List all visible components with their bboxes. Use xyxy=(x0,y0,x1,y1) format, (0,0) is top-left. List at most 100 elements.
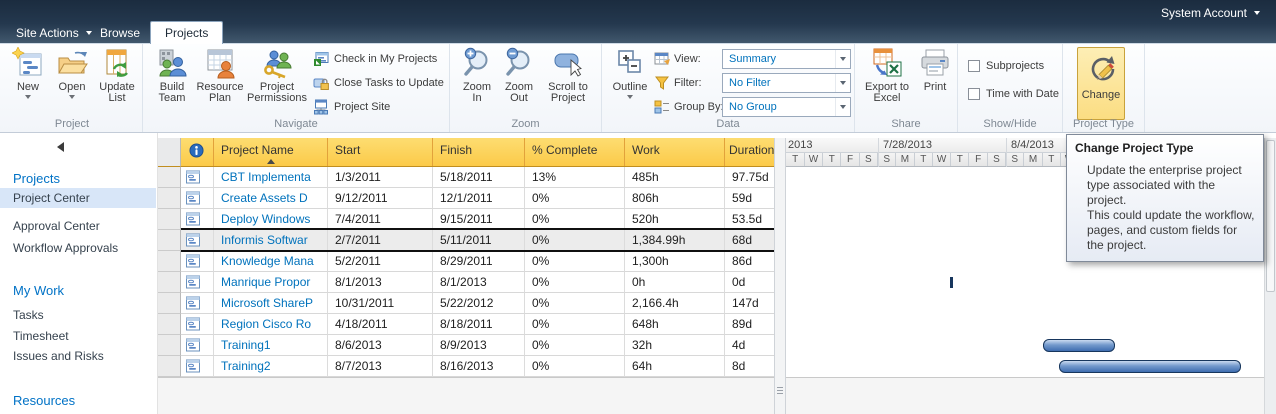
table-row[interactable]: Informis Softwar 2/7/2011 5/11/2011 0% 1,384… xyxy=(181,230,774,251)
grid-gantt-splitter[interactable] xyxy=(774,138,786,414)
cell-start[interactable]: 1/3/2011 xyxy=(328,167,433,188)
cell-start[interactable]: 8/1/2013 xyxy=(328,272,433,293)
cell-pct[interactable]: 0% xyxy=(525,230,625,251)
cell-name[interactable]: Informis Softwar xyxy=(214,230,328,251)
print-button[interactable]: Print xyxy=(917,47,953,93)
new-button[interactable]: New xyxy=(8,46,48,99)
resource-plan-button[interactable]: Resource Plan xyxy=(195,47,245,104)
cell-work[interactable]: 1,300h xyxy=(625,251,725,272)
filter-select[interactable]: No Filter xyxy=(722,73,851,93)
build-team-button[interactable]: Build Team xyxy=(151,47,193,104)
gantt-task-bar[interactable] xyxy=(1043,339,1115,352)
cell-name[interactable]: CBT Implementa xyxy=(214,167,328,188)
open-button[interactable]: Open xyxy=(52,47,92,99)
cell-pct[interactable]: 0% xyxy=(525,272,625,293)
sidebar-item-timesheet[interactable]: Timesheet xyxy=(13,329,69,343)
row-selector[interactable] xyxy=(158,230,181,251)
row-selector[interactable] xyxy=(158,356,181,377)
view-select[interactable]: Summary xyxy=(722,49,851,69)
cell-dur[interactable]: 59d xyxy=(725,188,774,209)
cell-start[interactable]: 9/12/2011 xyxy=(328,188,433,209)
table-row[interactable]: Knowledge Mana 5/2/2011 8/29/2011 0% 1,300h 8… xyxy=(181,251,774,272)
export-to-excel-button[interactable]: Export to Excel xyxy=(861,47,913,104)
cell-dur[interactable]: 68d xyxy=(725,230,774,251)
cell-finish[interactable]: 5/22/2012 xyxy=(433,293,525,314)
cell-start[interactable]: 7/4/2011 xyxy=(328,209,433,230)
gantt-task-bar[interactable] xyxy=(1059,360,1241,373)
cell-name[interactable]: Training2 xyxy=(214,356,328,377)
cell-pct[interactable]: 0% xyxy=(525,188,625,209)
cell-pct[interactable]: 0% xyxy=(525,251,625,272)
check-in-my-projects-button[interactable]: Check in My Projects xyxy=(313,49,437,69)
cell-name[interactable]: Training1 xyxy=(214,335,328,356)
project-site-button[interactable]: Project Site xyxy=(313,97,390,117)
cell-start[interactable]: 8/6/2013 xyxy=(328,335,433,356)
tab-browse[interactable]: Browse xyxy=(100,25,141,40)
table-row[interactable]: Training2 8/7/2013 8/16/2013 0% 64h 8d xyxy=(181,356,774,377)
cell-finish[interactable]: 8/16/2013 xyxy=(433,356,525,377)
zoom-out-button[interactable]: Zoom Out xyxy=(500,47,538,104)
cell-pct[interactable]: 0% xyxy=(525,314,625,335)
scrollbar-thumb[interactable] xyxy=(1266,140,1275,292)
cell-finish[interactable]: 9/15/2011 xyxy=(433,209,525,230)
column-header-project-name[interactable]: Project Name xyxy=(214,138,328,166)
cell-pct[interactable]: 13% xyxy=(525,167,625,188)
row-selector[interactable] xyxy=(158,251,181,272)
cell-name[interactable]: Manrique Propor xyxy=(214,272,328,293)
tab-projects[interactable]: Projects xyxy=(150,21,224,44)
vertical-scrollbar[interactable] xyxy=(1264,138,1276,414)
cell-work[interactable]: 520h xyxy=(625,209,725,230)
table-row[interactable]: Deploy Windows 7/4/2011 9/15/2011 0% 520h 53.… xyxy=(181,209,774,230)
cell-name[interactable]: Deploy Windows xyxy=(214,209,328,230)
cell-work[interactable]: 2,166.4h xyxy=(625,293,725,314)
close-tasks-to-update-button[interactable]: Close Tasks to Update xyxy=(313,73,444,93)
cell-finish[interactable]: 5/11/2011 xyxy=(433,230,525,251)
time-with-date-checkbox[interactable]: Time with Date xyxy=(968,88,1059,100)
cell-name[interactable]: Knowledge Mana xyxy=(214,251,328,272)
cell-dur[interactable]: 0d xyxy=(725,272,774,293)
column-header-duration[interactable]: Duration xyxy=(729,143,774,157)
cell-work[interactable]: 806h xyxy=(625,188,725,209)
sidebar-item-approval-center[interactable]: Approval Center xyxy=(13,219,100,233)
outline-button[interactable]: Outline xyxy=(606,47,654,99)
cell-pct[interactable]: 0% xyxy=(525,209,625,230)
cell-finish[interactable]: 8/9/2013 xyxy=(433,335,525,356)
cell-work[interactable]: 1,384.99h xyxy=(625,230,725,251)
cell-work[interactable]: 485h xyxy=(625,167,725,188)
sidebar-item-workflow-approvals[interactable]: Workflow Approvals xyxy=(13,241,119,255)
zoom-in-button[interactable]: Zoom In xyxy=(458,47,496,104)
cell-work[interactable]: 64h xyxy=(625,356,725,377)
row-selector[interactable] xyxy=(158,209,181,230)
group-by-select[interactable]: No Group xyxy=(722,97,851,117)
column-header-finish[interactable]: Finish xyxy=(433,138,525,166)
account-menu[interactable]: System Account xyxy=(1161,6,1260,20)
cell-start[interactable]: 10/31/2011 xyxy=(328,293,433,314)
row-selector[interactable] xyxy=(158,167,181,188)
sidebar-item-project-center[interactable]: Project Center xyxy=(0,188,156,208)
cell-finish[interactable]: 5/18/2011 xyxy=(433,167,525,188)
cell-start[interactable]: 4/18/2011 xyxy=(328,314,433,335)
site-actions-menu[interactable]: Site Actions xyxy=(6,21,102,44)
cell-start[interactable]: 8/7/2013 xyxy=(328,356,433,377)
row-selector[interactable] xyxy=(158,293,181,314)
column-header-start[interactable]: Start xyxy=(328,138,433,166)
subprojects-checkbox[interactable]: Subprojects xyxy=(968,60,1044,72)
table-row[interactable]: Manrique Propor 8/1/2013 8/1/2013 0% 0h 0d xyxy=(181,272,774,293)
change-project-type-button[interactable]: Change xyxy=(1077,47,1125,120)
cell-dur[interactable]: 53.5d xyxy=(725,209,774,230)
sidebar-item-tasks[interactable]: Tasks xyxy=(13,308,44,322)
column-header-work[interactable]: Work xyxy=(625,138,725,166)
cell-dur[interactable]: 89d xyxy=(725,314,774,335)
cell-name[interactable]: Microsoft ShareP xyxy=(214,293,328,314)
cell-start[interactable]: 2/7/2011 xyxy=(328,230,433,251)
cell-finish[interactable]: 8/29/2011 xyxy=(433,251,525,272)
cell-dur[interactable]: 4d xyxy=(725,335,774,356)
table-row[interactable]: CBT Implementa 1/3/2011 5/18/2011 13% 485h 97… xyxy=(181,167,774,188)
cell-pct[interactable]: 0% xyxy=(525,293,625,314)
column-header-indicators[interactable] xyxy=(181,138,214,166)
collapse-sidebar-icon[interactable] xyxy=(57,142,64,152)
row-selector[interactable] xyxy=(158,314,181,335)
table-row[interactable]: Training1 8/6/2013 8/9/2013 0% 32h 4d xyxy=(181,335,774,356)
table-row[interactable]: Microsoft ShareP 10/31/2011 5/22/2012 0% 2,1… xyxy=(181,293,774,314)
cell-pct[interactable]: 0% xyxy=(525,356,625,377)
